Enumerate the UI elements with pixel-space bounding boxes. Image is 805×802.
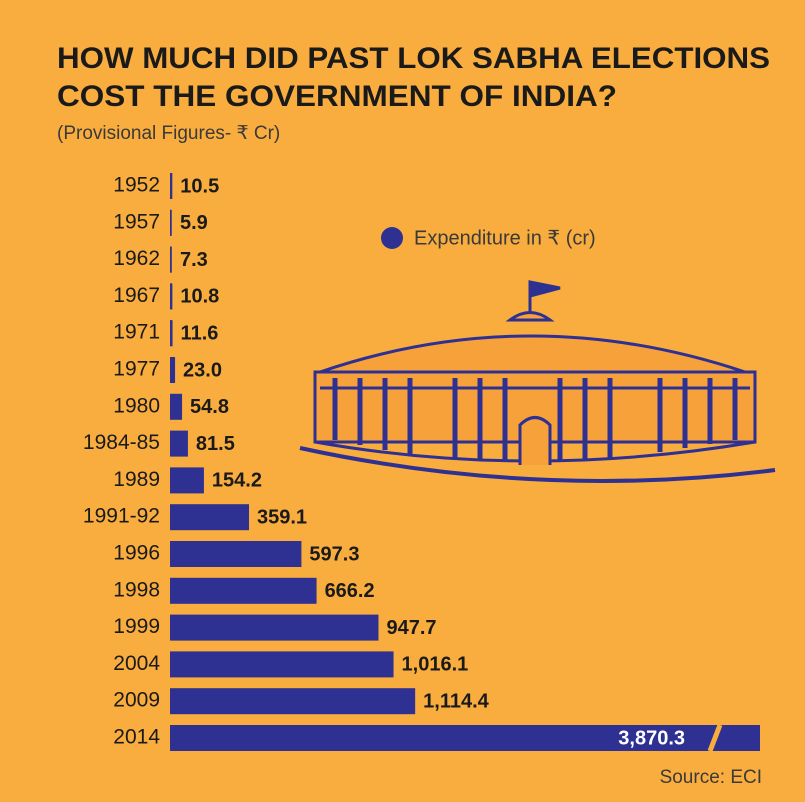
y-tick-label: 1977 bbox=[113, 358, 160, 381]
bar bbox=[170, 209, 172, 236]
value-label: 3,870.3 bbox=[618, 727, 685, 749]
bar bbox=[170, 357, 176, 383]
y-tick-label: 2014 bbox=[113, 726, 160, 749]
y-tick-label: 1996 bbox=[113, 542, 160, 565]
y-tick-label: 1980 bbox=[113, 394, 160, 417]
value-label: 54.8 bbox=[190, 396, 229, 418]
value-label: 23.0 bbox=[183, 359, 222, 381]
bar bbox=[170, 577, 317, 604]
value-label: 10.5 bbox=[180, 175, 219, 197]
parliament-illustration bbox=[299, 280, 776, 483]
bar bbox=[170, 320, 173, 347]
value-label: 1,114.4 bbox=[423, 690, 490, 712]
bar bbox=[170, 725, 760, 751]
y-tick-label: 1984-85 bbox=[83, 431, 160, 454]
y-tick-label: 1962 bbox=[113, 247, 160, 270]
legend-swatch bbox=[381, 227, 403, 249]
value-label: 666.2 bbox=[325, 580, 375, 602]
value-label: 81.5 bbox=[196, 433, 235, 455]
bar bbox=[170, 430, 188, 457]
y-tick-label: 1991-92 bbox=[83, 505, 160, 528]
axis-break bbox=[707, 724, 723, 752]
y-tick-label: 1967 bbox=[113, 284, 160, 307]
chart-title: COST THE GOVERNMENT OF INDIA? bbox=[57, 80, 617, 113]
bar bbox=[170, 283, 173, 310]
y-tick-label: 1952 bbox=[113, 174, 160, 197]
bar bbox=[170, 688, 416, 715]
y-tick-label: 1971 bbox=[113, 321, 160, 344]
value-label: 11.6 bbox=[181, 322, 219, 344]
chart-subtitle: (Provisional Figures- ₹ Cr) bbox=[57, 123, 280, 144]
legend-label: Expenditure in ₹ (cr) bbox=[414, 227, 596, 249]
chart-title: HOW MUCH DID PAST LOK SABHA ELECTIONS bbox=[57, 42, 770, 75]
bar bbox=[170, 467, 204, 494]
value-label: 597.3 bbox=[309, 543, 359, 565]
y-tick-label: 1999 bbox=[113, 615, 160, 638]
bar bbox=[170, 246, 172, 273]
value-label: 154.2 bbox=[212, 470, 262, 492]
value-label: 1,016.1 bbox=[402, 654, 469, 676]
value-label: 5.9 bbox=[180, 212, 208, 234]
bar bbox=[170, 173, 173, 199]
y-tick-label: 2004 bbox=[113, 652, 160, 675]
bar bbox=[170, 614, 379, 641]
y-tick-label: 1957 bbox=[113, 210, 160, 233]
y-tick-label: 1998 bbox=[113, 578, 160, 601]
y-tick-label: 2009 bbox=[113, 689, 160, 712]
y-tick-label: 1989 bbox=[113, 468, 160, 491]
bar bbox=[170, 393, 183, 420]
bar bbox=[170, 504, 250, 531]
bar bbox=[170, 651, 394, 678]
source: Source: ECI bbox=[660, 767, 762, 788]
value-label: 10.8 bbox=[180, 286, 219, 308]
value-label: 7.3 bbox=[180, 249, 208, 271]
value-label: 947.7 bbox=[386, 617, 436, 639]
bar bbox=[170, 541, 302, 567]
value-label: 359.1 bbox=[257, 506, 307, 528]
